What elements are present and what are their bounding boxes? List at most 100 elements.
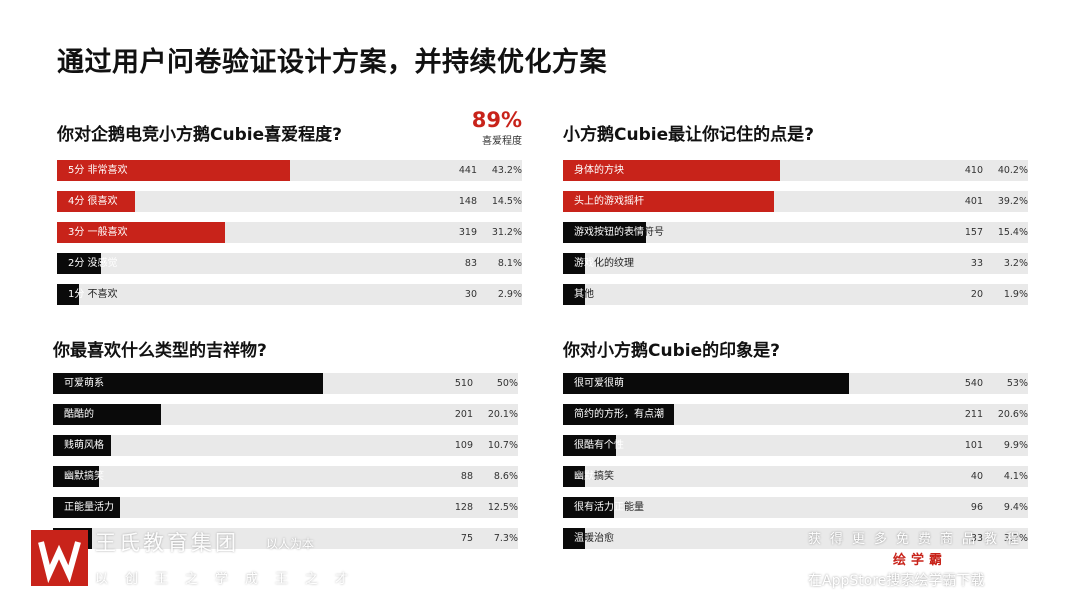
response-percent: 7.3% [493, 533, 518, 544]
response-row: 简约的方形，有点潮 211 20.6% [563, 404, 1028, 425]
watermark-appstore: 在AppStore搜索绘学霸下载 [808, 573, 985, 589]
response-count: 441 [458, 165, 477, 176]
option-label: 身体的方块 [574, 160, 624, 181]
watermark-slogan: 以人为本 [266, 537, 315, 551]
option-label: 其他 [574, 284, 594, 305]
response-row: 很有活力正能量 96 9.4% [563, 497, 1028, 518]
option-label: 3分 一般喜欢 [68, 222, 128, 243]
response-count: 40 [970, 471, 983, 482]
response-percent: 12.5% [487, 502, 518, 513]
response-percent: 3.2% [1003, 258, 1028, 269]
response-row: 身体的方块 410 40.2% [563, 160, 1028, 181]
option-text: 简约的方形，有点潮 [574, 409, 664, 420]
response-count: 88 [460, 471, 473, 482]
response-count: 201 [454, 409, 473, 420]
response-percent: 2.9% [497, 289, 522, 300]
option-label: 很可爱很萌 [574, 373, 624, 394]
response-percent: 4.1% [1003, 471, 1028, 482]
watermark-brand: 绘学霸 [893, 553, 948, 568]
response-count: 211 [964, 409, 983, 420]
response-bar [57, 191, 135, 212]
response-bar [563, 253, 585, 274]
page-title: 通过用户问卷验证设计方案，并持续优化方案 [57, 47, 607, 78]
response-bar [563, 435, 616, 456]
response-count: 33 [970, 533, 983, 544]
response-percent: 9.9% [1003, 440, 1028, 451]
option-text-tail: 搞笑 [594, 471, 614, 482]
response-bar [57, 253, 101, 274]
favorability-stat: 89% 喜爱程度 [472, 108, 522, 147]
response-percent: 8.6% [493, 471, 518, 482]
response-row: 5分 非常喜欢 441 43.2% [57, 160, 522, 181]
response-bar [57, 284, 79, 305]
question-title: 你对企鹅电竞小方鹅Cubie喜爱程度? [57, 125, 342, 145]
response-row: 4分 很喜欢 148 14.5% [57, 191, 522, 212]
response-count: 109 [454, 440, 473, 451]
option-label: 1分 不喜欢 [68, 284, 118, 305]
response-row: 2分 没感觉 83 8.1% [57, 253, 522, 274]
option-label: 幽默搞笑 [64, 466, 104, 487]
option-label: 头上的游戏摇杆 [574, 191, 644, 212]
option-text: 头上的游戏摇杆 [574, 196, 644, 207]
response-bar [53, 497, 120, 518]
response-row: 幽默搞笑 40 4.1% [563, 466, 1028, 487]
response-row: 幽默搞笑 88 8.6% [53, 466, 518, 487]
response-percent: 9.4% [1003, 502, 1028, 513]
response-percent: 1.9% [1003, 289, 1028, 300]
response-row: 游戏按钮的表情符号 157 15.4% [563, 222, 1028, 243]
response-row: 正能量活力 128 12.5% [53, 497, 518, 518]
response-bar [53, 373, 323, 394]
option-label: 5分 非常喜欢 [68, 160, 128, 181]
watermark-promo: 获得更多免费商品教程 [808, 532, 1029, 547]
option-label: 酷酷的 [64, 404, 94, 425]
option-text: 5分 非常喜欢 [68, 165, 128, 176]
option-text: 贱萌风格 [64, 440, 104, 451]
response-percent: 3.2% [1003, 533, 1028, 544]
response-percent: 50% [496, 378, 518, 389]
option-label: 很有活力正能量 [574, 497, 644, 518]
response-percent: 8.1% [497, 258, 522, 269]
response-bar [57, 222, 225, 243]
response-bar [53, 435, 111, 456]
response-percent: 39.2% [997, 196, 1028, 207]
option-label: 幽默搞笑 [574, 466, 614, 487]
response-bar [563, 160, 780, 181]
question-title: 你最喜欢什么类型的吉祥物? [53, 341, 267, 361]
option-text: 游戏按钮的表情 [574, 227, 644, 238]
response-row: 很可爱很萌 540 53% [563, 373, 1028, 394]
option-label: 2分 没感觉 [68, 253, 118, 274]
option-text-tail: 不喜欢 [84, 289, 118, 300]
response-row: 很酷有个性 101 9.9% [563, 435, 1028, 456]
response-bar [563, 404, 674, 425]
response-row: 贱萌风格 109 10.7% [53, 435, 518, 456]
option-text: 很可爱很萌 [574, 378, 624, 389]
response-bar [563, 191, 774, 212]
option-text-tail: 他 [584, 289, 594, 300]
response-row: 酷酷的 201 20.1% [53, 404, 518, 425]
response-bar [563, 497, 614, 518]
option-label: 游戏按钮的表情符号 [574, 222, 664, 243]
option-text: 游戏 [574, 258, 594, 269]
response-bar [563, 284, 585, 305]
response-count: 33 [970, 258, 983, 269]
response-count: 96 [970, 502, 983, 513]
response-count: 510 [454, 378, 473, 389]
option-text-tail: 符号 [644, 227, 664, 238]
response-bar [563, 373, 849, 394]
watermark-org: 王氏教育集团 [95, 531, 239, 555]
option-text: 其 [574, 289, 584, 300]
option-label: 正能量活力 [64, 497, 114, 518]
response-row: 温暖治愈 33 3.2% [563, 528, 1028, 549]
option-text-tail: 暖治愈 [584, 533, 614, 544]
response-percent: 31.2% [491, 227, 522, 238]
response-count: 75 [460, 533, 473, 544]
response-row: 1分 不喜欢 30 2.9% [57, 284, 522, 305]
response-row: 游戏化的纹理 33 3.2% [563, 253, 1028, 274]
watermark-sub: 以创王之学成王之才 [95, 572, 366, 587]
response-percent: 20.6% [997, 409, 1028, 420]
response-row: 头上的游戏摇杆 401 39.2% [563, 191, 1028, 212]
response-percent: 53% [1006, 378, 1028, 389]
option-text: 正能量活力 [64, 502, 114, 513]
option-text-tail: 化的纹理 [594, 258, 634, 269]
option-label: 可爱萌系 [64, 373, 104, 394]
